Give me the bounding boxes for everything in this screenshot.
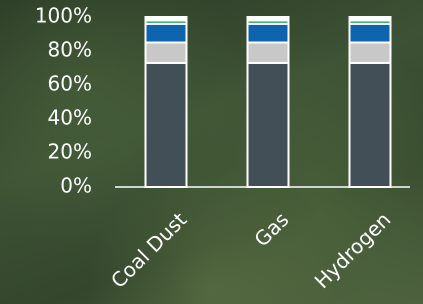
chart: 0% 20% 40% 60% 80% 100% Coal Dust Gas Hydrogen xyxy=(0,0,423,304)
bar-segment xyxy=(350,17,391,20)
y-tick-label: 20% xyxy=(48,140,92,164)
bar-segment xyxy=(350,24,391,43)
y-tick-label: 100% xyxy=(35,4,92,28)
bar-segment xyxy=(146,17,187,20)
y-tick-label: 80% xyxy=(48,38,92,62)
x-tick-label: Hydrogen xyxy=(310,207,396,293)
bar-segment xyxy=(248,17,289,20)
page: {"chart_data": {"type": "stacked_bar", "… xyxy=(0,0,423,304)
x-tick-label: Gas xyxy=(249,207,293,251)
bar-segment xyxy=(248,43,289,63)
bar-segment xyxy=(146,63,187,187)
bar-segment xyxy=(350,43,391,63)
bar-segment xyxy=(146,24,187,43)
y-tick-label: 40% xyxy=(48,106,92,130)
bar-segment xyxy=(248,63,289,187)
bar-segment xyxy=(146,43,187,63)
bar-segment xyxy=(350,63,391,187)
x-tick-label: Coal Dust xyxy=(106,207,191,292)
y-tick-label: 60% xyxy=(48,72,92,96)
y-tick-label: 0% xyxy=(60,174,92,198)
bar-segment xyxy=(248,24,289,43)
